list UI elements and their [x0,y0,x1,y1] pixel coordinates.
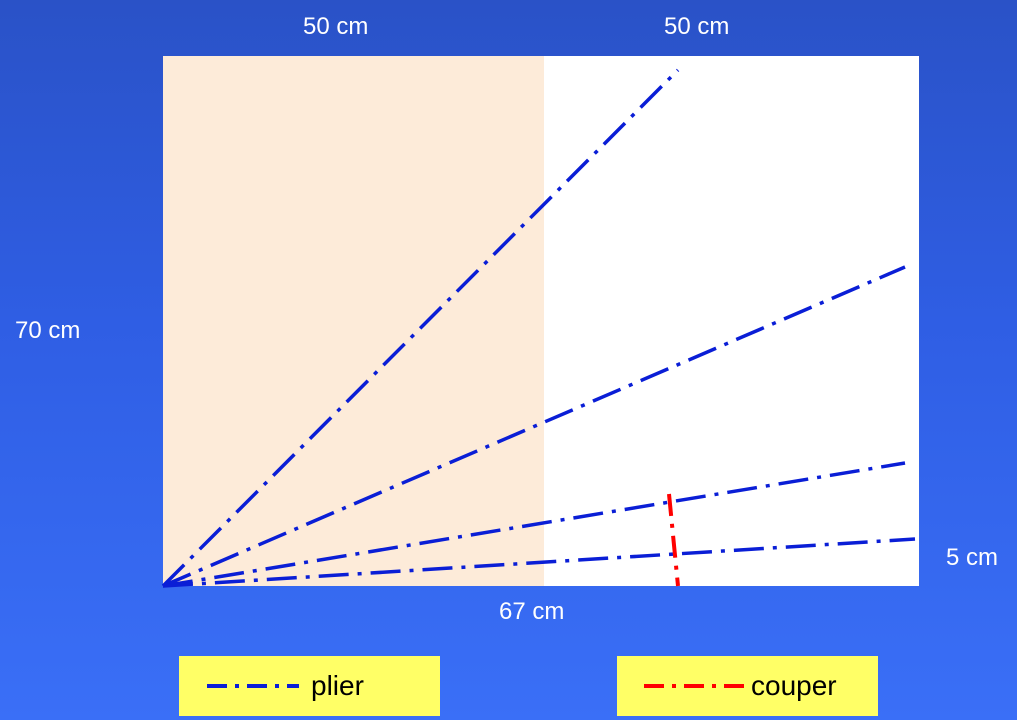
fold-line-1 [161,68,680,588]
legend-fold-label: plier [311,670,364,701]
legend-cut: couper [617,656,878,716]
bottom-dimension-label: 67 cm [499,598,565,625]
legend-fold: plier [179,656,440,716]
left-panel [163,56,544,586]
fold-line-swatch [207,684,299,688]
fold-line-2 [162,265,906,588]
cut-line [667,493,680,587]
top-right-dimension-label: 50 cm [664,13,730,40]
right-dimension-label: 5 cm [946,544,999,571]
height-dimension-label: 70 cm [15,317,81,344]
fold-line-4 [162,537,916,588]
fold-line-3 [162,461,906,588]
cut-line-swatch [644,684,747,688]
top-left-dimension-label: 50 cm [303,13,369,40]
legend-cut-label: couper [751,670,837,701]
right-panel [544,56,919,586]
